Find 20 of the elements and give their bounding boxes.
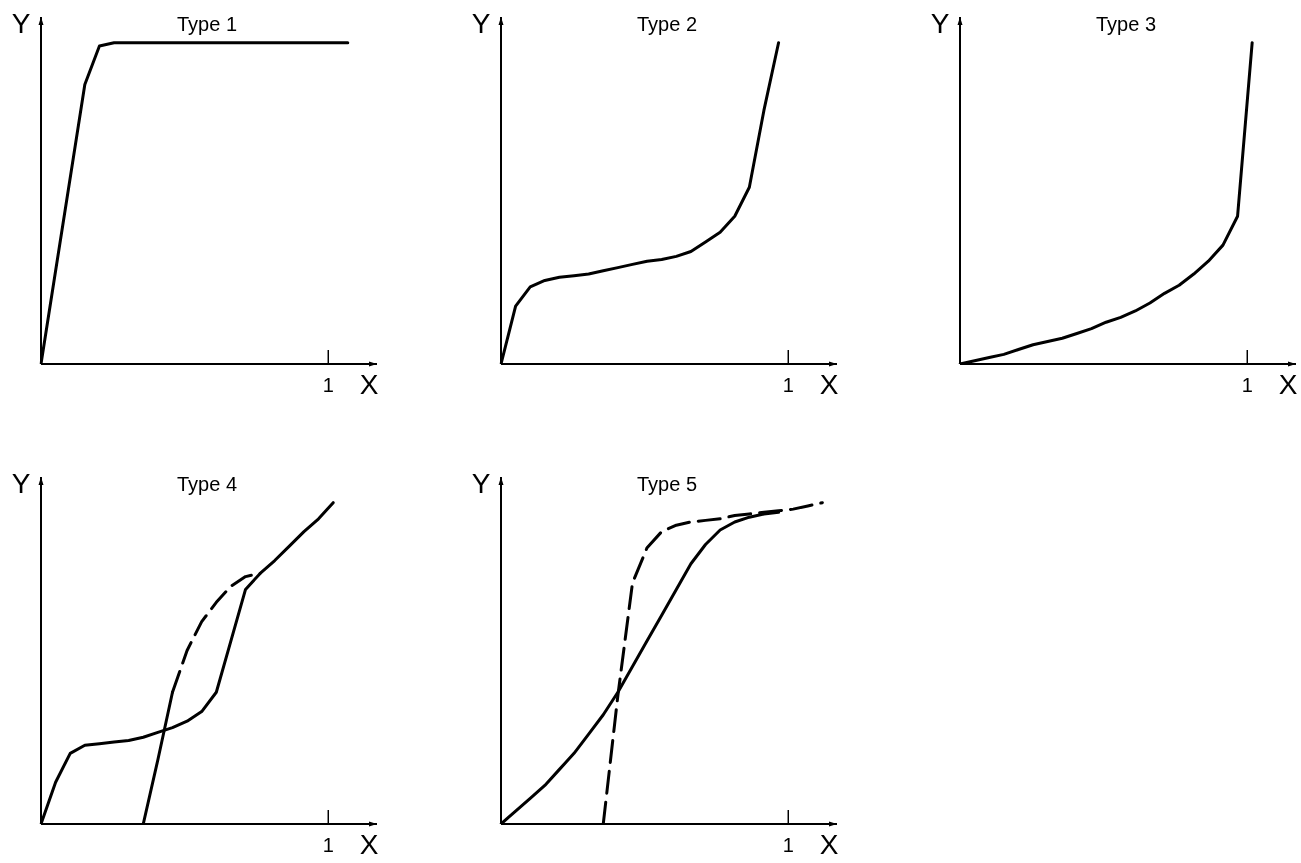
x-axis-title: X bbox=[819, 368, 839, 400]
chart-title: Type 4 bbox=[176, 472, 238, 495]
x-axis-title: X bbox=[359, 368, 379, 400]
text: 1 bbox=[1241, 373, 1253, 396]
x-axis-title: X bbox=[819, 828, 839, 860]
x-axis-title: X bbox=[359, 828, 379, 860]
text: 1 bbox=[782, 373, 794, 396]
text: 1 bbox=[322, 833, 334, 856]
y-axis-title: Y bbox=[471, 7, 491, 39]
x-axis-title: X bbox=[1278, 368, 1298, 400]
y-axis-title: Y bbox=[11, 7, 31, 39]
chart-title: Type 2 bbox=[636, 12, 698, 35]
y-axis-title: Y bbox=[11, 467, 31, 499]
text: 1 bbox=[782, 833, 794, 856]
y-axis-title: Y bbox=[930, 7, 950, 39]
chart-title: Type 1 bbox=[176, 12, 238, 35]
chart-title: Type 3 bbox=[1095, 12, 1157, 35]
y-axis-title: Y bbox=[471, 467, 491, 499]
chart-title: Type 5 bbox=[636, 472, 698, 495]
text: 1 bbox=[322, 373, 334, 396]
